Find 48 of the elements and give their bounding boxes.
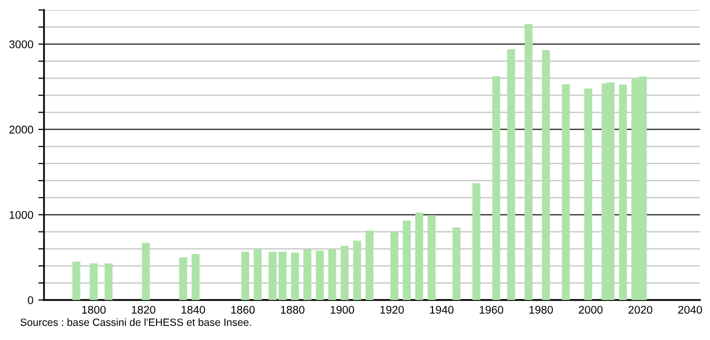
bar	[268, 252, 277, 300]
bar	[366, 230, 374, 300]
x-tick-label: 1820	[132, 306, 156, 314]
source-note: Sources : base Cassini de l'EHESS et base Insee.	[20, 318, 251, 326]
bar	[402, 220, 411, 300]
y-tick-label: 0	[28, 296, 34, 304]
bar	[90, 263, 98, 300]
bar	[353, 240, 362, 300]
bar	[142, 242, 150, 300]
bar	[316, 250, 324, 300]
bar	[104, 263, 113, 300]
y-tick-label: 1000	[10, 210, 34, 219]
x-tick-label: 1960	[480, 306, 504, 314]
x-tick-label: 2020	[628, 306, 652, 314]
bar	[72, 262, 80, 300]
bar	[241, 252, 250, 300]
x-tick-label: 1860	[231, 306, 255, 314]
bar	[492, 76, 500, 300]
x-tick-label: 1800	[82, 306, 106, 314]
x-tick-label: 1880	[280, 306, 304, 314]
x-tick-label: 1840	[182, 306, 206, 314]
bar	[618, 84, 627, 300]
x-tick-label: 1980	[529, 306, 553, 314]
bar	[328, 249, 336, 300]
bar	[428, 215, 436, 300]
y-tick-label: 2000	[9, 126, 34, 134]
bar	[584, 88, 592, 300]
x-tick-label: 1920	[380, 306, 404, 314]
bar	[192, 254, 200, 300]
bar	[179, 257, 188, 300]
bar	[507, 49, 516, 300]
bar	[254, 249, 262, 300]
bar	[562, 84, 570, 300]
bar	[390, 231, 398, 300]
x-tick-label: 2000	[578, 306, 603, 314]
bar	[472, 183, 480, 300]
x-tick-label: 2040	[678, 306, 702, 314]
bar	[340, 246, 349, 300]
bar	[415, 212, 424, 300]
bar	[452, 228, 460, 300]
y-tick-label: 3000	[9, 40, 34, 48]
bar	[542, 50, 550, 300]
x-tick-label: 1940	[430, 306, 454, 314]
bar	[278, 252, 287, 300]
bar	[290, 252, 299, 300]
bar	[524, 24, 533, 300]
bar	[303, 249, 312, 300]
x-tick-label: 1900	[330, 306, 354, 314]
